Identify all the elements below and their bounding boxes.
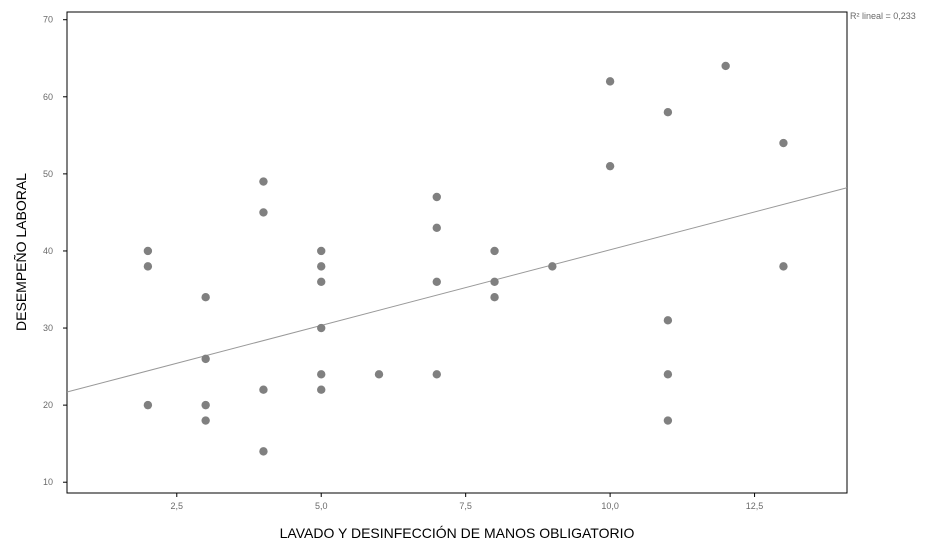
data-point — [317, 370, 326, 379]
data-point — [143, 400, 153, 410]
plot-frame — [66, 11, 848, 494]
data-point — [432, 277, 441, 286]
data-point — [663, 416, 673, 425]
x-axis-title: LAVADO Y DESINFECCIÓN DE MANOS OBLIGATOR… — [280, 525, 635, 541]
data-point — [259, 208, 268, 217]
data-point — [490, 277, 499, 286]
data-point — [317, 246, 326, 256]
y-axis-title: DESEMPEÑO LABORAL — [13, 173, 29, 331]
data-point — [143, 262, 153, 271]
x-tick-label: 7,5 — [459, 501, 472, 511]
r2-label: R² lineal = 0,233 — [850, 11, 916, 21]
data-point — [259, 385, 268, 394]
data-point — [201, 354, 210, 364]
x-tick-label: 5,0 — [315, 501, 328, 511]
data-point — [490, 293, 499, 302]
y-tick-label: 20 — [43, 400, 53, 410]
y-tick-label: 10 — [43, 477, 53, 487]
x-tick-label: 10,0 — [601, 501, 619, 511]
data-point — [259, 177, 268, 186]
data-point — [432, 223, 441, 233]
data-point — [317, 277, 326, 286]
data-point — [201, 416, 210, 425]
data-point — [605, 161, 615, 171]
data-point — [779, 262, 788, 271]
fit-line — [66, 187, 848, 393]
data-point — [605, 77, 615, 86]
data-point — [317, 262, 326, 271]
data-point — [548, 262, 557, 271]
y-tick-label: 40 — [43, 246, 53, 256]
y-tick-label: 70 — [43, 15, 53, 25]
data-point — [663, 316, 673, 325]
y-axis-ticks: 10 20 30 40 50 60 70 — [43, 15, 67, 487]
x-axis-ticks: 2,5 5,0 7,5 10,0 12,5 — [171, 493, 764, 511]
data-point — [663, 108, 673, 117]
x-tick-label: 2,5 — [171, 501, 184, 511]
data-point — [490, 246, 499, 256]
data-point — [201, 400, 210, 410]
data-point — [317, 385, 326, 394]
data-point — [721, 61, 730, 71]
data-point — [779, 138, 788, 148]
y-tick-label: 60 — [43, 92, 53, 102]
data-point — [432, 192, 441, 202]
data-point — [143, 246, 153, 256]
data-point — [201, 293, 210, 302]
data-points — [143, 61, 788, 456]
x-tick-label: 12,5 — [746, 501, 764, 511]
y-tick-label: 30 — [43, 323, 53, 333]
y-tick-label: 50 — [43, 169, 53, 179]
data-point — [374, 370, 384, 379]
data-point — [317, 323, 326, 333]
data-point — [259, 447, 268, 456]
data-point — [432, 370, 441, 379]
data-point — [663, 370, 673, 379]
